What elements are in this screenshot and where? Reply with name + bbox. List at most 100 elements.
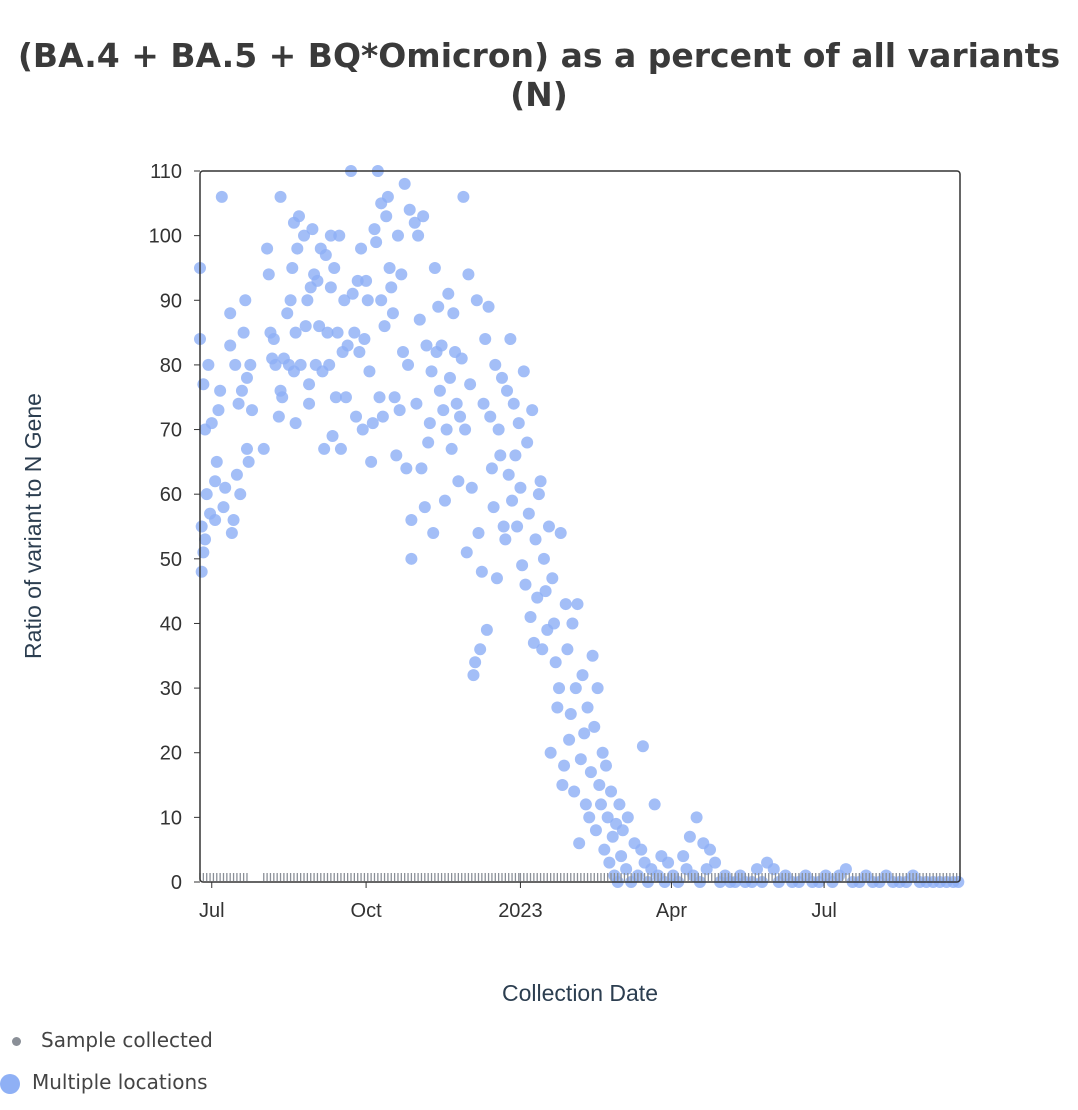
data-point[interactable]: [598, 843, 611, 856]
data-point[interactable]: [519, 578, 532, 591]
data-point[interactable]: [339, 391, 352, 404]
data-point[interactable]: [470, 294, 483, 307]
data-point[interactable]: [313, 320, 326, 333]
data-point[interactable]: [381, 190, 394, 203]
data-point[interactable]: [370, 236, 383, 249]
data-point[interactable]: [267, 333, 280, 346]
data-point[interactable]: [514, 481, 527, 494]
data-point[interactable]: [452, 475, 465, 488]
data-point[interactable]: [521, 436, 534, 449]
data-point[interactable]: [244, 358, 257, 371]
data-point[interactable]: [474, 643, 487, 656]
data-point[interactable]: [440, 423, 453, 436]
data-point[interactable]: [537, 552, 550, 565]
data-point[interactable]: [402, 358, 415, 371]
data-point[interactable]: [558, 759, 571, 772]
data-point[interactable]: [284, 294, 297, 307]
data-point[interactable]: [261, 242, 274, 255]
data-point[interactable]: [195, 565, 208, 578]
data-point[interactable]: [281, 307, 294, 320]
data-point[interactable]: [353, 345, 366, 358]
data-point[interactable]: [329, 391, 342, 404]
data-point[interactable]: [501, 384, 514, 397]
data-point[interactable]: [418, 501, 431, 514]
data-point[interactable]: [321, 326, 334, 339]
data-point[interactable]: [229, 358, 242, 371]
data-point[interactable]: [479, 333, 492, 346]
data-point[interactable]: [700, 863, 713, 876]
data-point[interactable]: [495, 371, 508, 384]
data-point[interactable]: [616, 824, 629, 837]
data-point[interactable]: [376, 410, 389, 423]
data-point[interactable]: [197, 378, 210, 391]
data-point[interactable]: [378, 320, 391, 333]
data-point[interactable]: [546, 572, 559, 585]
data-point[interactable]: [235, 384, 248, 397]
data-point[interactable]: [511, 520, 524, 533]
data-point[interactable]: [553, 682, 566, 695]
data-point[interactable]: [569, 682, 582, 695]
data-point[interactable]: [494, 449, 507, 462]
data-point[interactable]: [574, 753, 587, 766]
data-point[interactable]: [531, 591, 544, 604]
data-point[interactable]: [596, 746, 609, 759]
data-point[interactable]: [368, 223, 381, 236]
data-point[interactable]: [232, 397, 245, 410]
data-point[interactable]: [318, 442, 331, 455]
data-point[interactable]: [472, 526, 485, 539]
data-point[interactable]: [464, 378, 477, 391]
data-point[interactable]: [460, 546, 473, 559]
data-point[interactable]: [412, 229, 425, 242]
data-point[interactable]: [274, 190, 287, 203]
data-point[interactable]: [395, 268, 408, 281]
data-point[interactable]: [502, 468, 515, 481]
data-point[interactable]: [365, 455, 378, 468]
data-point[interactable]: [438, 494, 451, 507]
data-point[interactable]: [522, 507, 535, 520]
data-point[interactable]: [427, 526, 440, 539]
data-point[interactable]: [437, 404, 450, 417]
data-point[interactable]: [366, 417, 379, 430]
data-point[interactable]: [594, 798, 607, 811]
data-point[interactable]: [571, 598, 584, 611]
data-point[interactable]: [210, 455, 223, 468]
data-point[interactable]: [532, 488, 545, 501]
data-point[interactable]: [581, 701, 594, 714]
data-point[interactable]: [227, 514, 240, 527]
data-point[interactable]: [230, 468, 243, 481]
legend-item-sample-collected[interactable]: Sample collected: [12, 1028, 213, 1052]
data-point[interactable]: [447, 307, 460, 320]
data-point[interactable]: [499, 533, 512, 546]
data-point[interactable]: [442, 287, 455, 300]
data-point[interactable]: [385, 281, 398, 294]
data-point[interactable]: [482, 300, 495, 313]
data-point[interactable]: [603, 856, 616, 869]
data-point[interactable]: [576, 669, 589, 682]
data-point[interactable]: [289, 326, 302, 339]
data-point[interactable]: [386, 307, 399, 320]
data-point[interactable]: [338, 294, 351, 307]
data-point[interactable]: [547, 617, 560, 630]
data-point[interactable]: [408, 216, 421, 229]
data-point[interactable]: [750, 863, 763, 876]
data-point[interactable]: [497, 520, 510, 533]
data-point[interactable]: [197, 546, 210, 559]
data-point[interactable]: [425, 365, 438, 378]
data-point[interactable]: [257, 442, 270, 455]
data-point[interactable]: [662, 856, 675, 869]
data-point[interactable]: [333, 229, 346, 242]
data-point[interactable]: [492, 423, 505, 436]
data-point[interactable]: [683, 830, 696, 843]
data-point[interactable]: [591, 682, 604, 695]
data-point[interactable]: [428, 261, 441, 274]
data-point[interactable]: [636, 740, 649, 753]
data-point[interactable]: [480, 623, 493, 636]
data-point[interactable]: [512, 417, 525, 430]
data-point[interactable]: [195, 520, 208, 533]
data-point[interactable]: [534, 475, 547, 488]
data-point[interactable]: [454, 410, 467, 423]
data-point[interactable]: [423, 417, 436, 430]
data-point[interactable]: [403, 203, 416, 216]
data-point[interactable]: [301, 294, 314, 307]
data-point[interactable]: [393, 404, 406, 417]
